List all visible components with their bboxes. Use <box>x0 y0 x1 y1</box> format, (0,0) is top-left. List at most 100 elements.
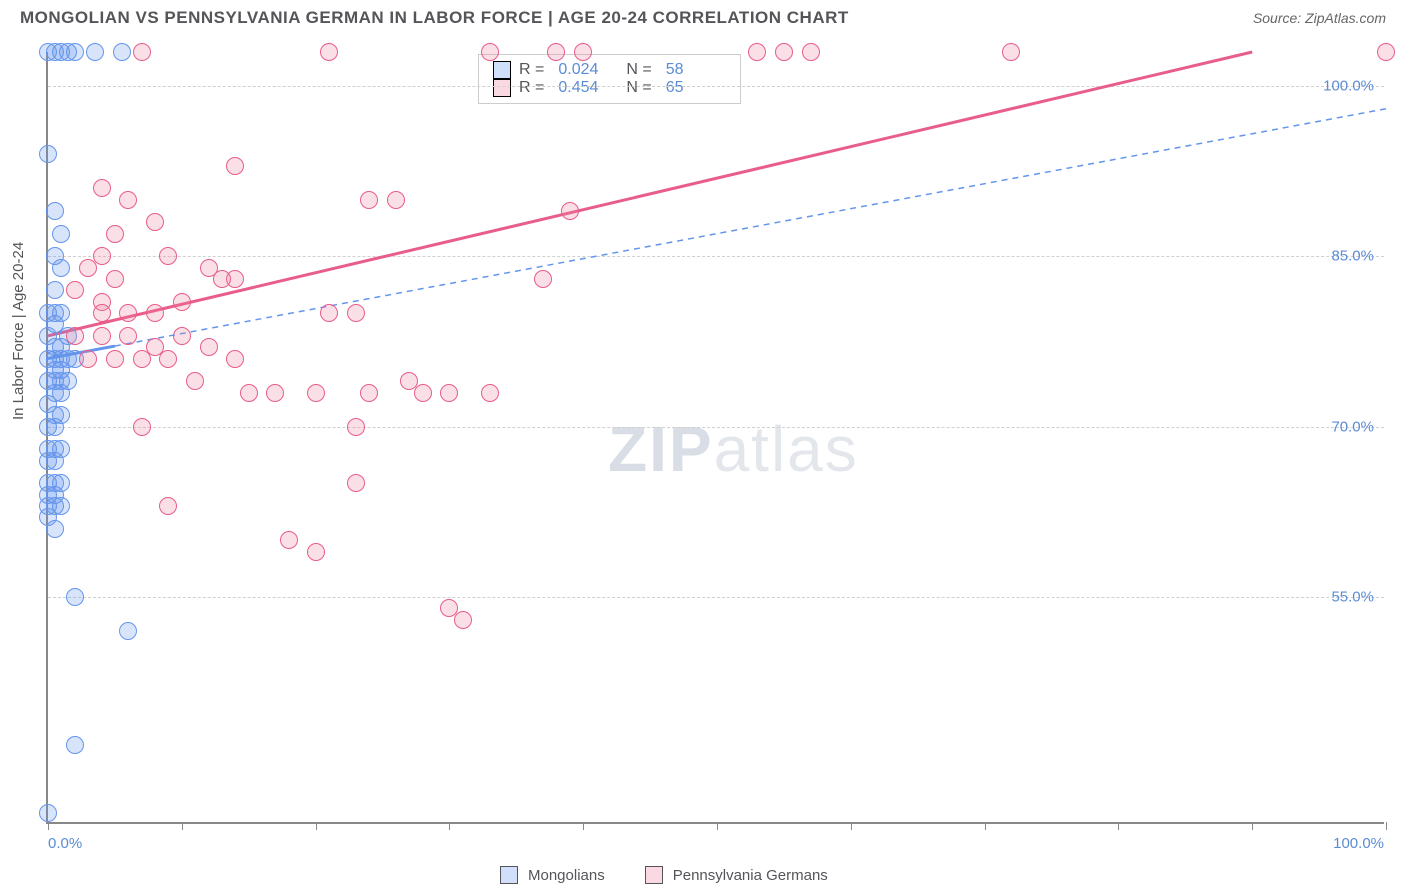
data-point <box>133 43 151 61</box>
scatter-plot-area: ZIPatlas R = 0.024 N = 58 R = 0.454 N = … <box>46 52 1384 824</box>
data-point <box>226 350 244 368</box>
data-point <box>46 281 64 299</box>
x-tick <box>1118 822 1119 830</box>
data-point <box>440 384 458 402</box>
legend-series: Mongolians Pennsylvania Germans <box>500 866 828 884</box>
data-point <box>159 247 177 265</box>
legend-swatch-pink <box>645 866 663 884</box>
data-point <box>146 304 164 322</box>
data-point <box>360 191 378 209</box>
data-point <box>1377 43 1395 61</box>
data-point <box>347 304 365 322</box>
data-point <box>320 43 338 61</box>
data-point <box>159 350 177 368</box>
y-tick-label: 70.0% <box>1331 418 1374 435</box>
data-point <box>119 622 137 640</box>
data-point <box>66 327 84 345</box>
n-label: N = <box>626 61 651 79</box>
x-tick <box>182 822 183 830</box>
data-point <box>454 611 472 629</box>
gridline <box>48 427 1384 428</box>
watermark: ZIPatlas <box>608 412 859 486</box>
watermark-rest: atlas <box>714 413 859 485</box>
legend-swatch-blue <box>493 61 511 79</box>
data-point <box>119 191 137 209</box>
data-point <box>46 520 64 538</box>
data-point <box>46 452 64 470</box>
legend-row: R = 0.024 N = 58 <box>493 61 726 79</box>
legend-swatch-blue <box>500 866 518 884</box>
data-point <box>133 418 151 436</box>
x-tick <box>717 822 718 830</box>
data-point <box>213 270 231 288</box>
legend-item: Mongolians <box>500 866 605 884</box>
gridline <box>48 597 1384 598</box>
data-point <box>547 43 565 61</box>
data-point <box>46 202 64 220</box>
legend-swatch-pink <box>493 79 511 97</box>
data-point <box>347 418 365 436</box>
data-point <box>481 384 499 402</box>
y-tick-label: 85.0% <box>1331 248 1374 265</box>
data-point <box>39 145 57 163</box>
data-point <box>347 474 365 492</box>
data-point <box>240 384 258 402</box>
data-point <box>561 202 579 220</box>
x-tick-label: 0.0% <box>48 835 82 852</box>
chart-source: Source: ZipAtlas.com <box>1253 10 1386 26</box>
data-point <box>66 588 84 606</box>
data-point <box>106 270 124 288</box>
data-point <box>66 736 84 754</box>
legend-stats: R = 0.024 N = 58 R = 0.454 N = 65 <box>478 54 741 104</box>
legend-item: Pennsylvania Germans <box>645 866 828 884</box>
data-point <box>748 43 766 61</box>
data-point <box>119 327 137 345</box>
data-point <box>307 384 325 402</box>
data-point <box>66 281 84 299</box>
legend-label: Pennsylvania Germans <box>673 867 828 884</box>
n-label: N = <box>626 79 651 97</box>
r-label: R = <box>519 61 544 79</box>
x-tick <box>583 822 584 830</box>
data-point <box>266 384 284 402</box>
data-point <box>46 418 64 436</box>
data-point <box>414 384 432 402</box>
data-point <box>574 43 592 61</box>
data-point <box>360 384 378 402</box>
r-label: R = <box>519 79 544 97</box>
data-point <box>66 43 84 61</box>
n-value: 65 <box>666 79 726 97</box>
data-point <box>93 304 111 322</box>
y-axis-label: In Labor Force | Age 20-24 <box>10 242 27 420</box>
data-point <box>113 43 131 61</box>
data-point <box>79 350 97 368</box>
legend-label: Mongolians <box>528 867 605 884</box>
n-value: 58 <box>666 61 726 79</box>
x-tick <box>985 822 986 830</box>
data-point <box>93 179 111 197</box>
legend-row: R = 0.454 N = 65 <box>493 79 726 97</box>
data-point <box>106 350 124 368</box>
x-tick <box>316 822 317 830</box>
data-point <box>86 43 104 61</box>
data-point <box>146 213 164 231</box>
y-tick-label: 100.0% <box>1323 78 1374 95</box>
data-point <box>802 43 820 61</box>
data-point <box>775 43 793 61</box>
r-value: 0.454 <box>558 79 618 97</box>
x-tick <box>1386 822 1387 830</box>
watermark-bold: ZIP <box>608 413 714 485</box>
x-tick <box>449 822 450 830</box>
data-point <box>534 270 552 288</box>
r-value: 0.024 <box>558 61 618 79</box>
data-point <box>93 327 111 345</box>
data-point <box>226 157 244 175</box>
data-point <box>481 43 499 61</box>
data-point <box>307 543 325 561</box>
data-point <box>52 259 70 277</box>
x-tick <box>1252 822 1253 830</box>
data-point <box>79 259 97 277</box>
data-point <box>173 293 191 311</box>
data-point <box>387 191 405 209</box>
x-tick-label: 100.0% <box>1333 835 1384 852</box>
